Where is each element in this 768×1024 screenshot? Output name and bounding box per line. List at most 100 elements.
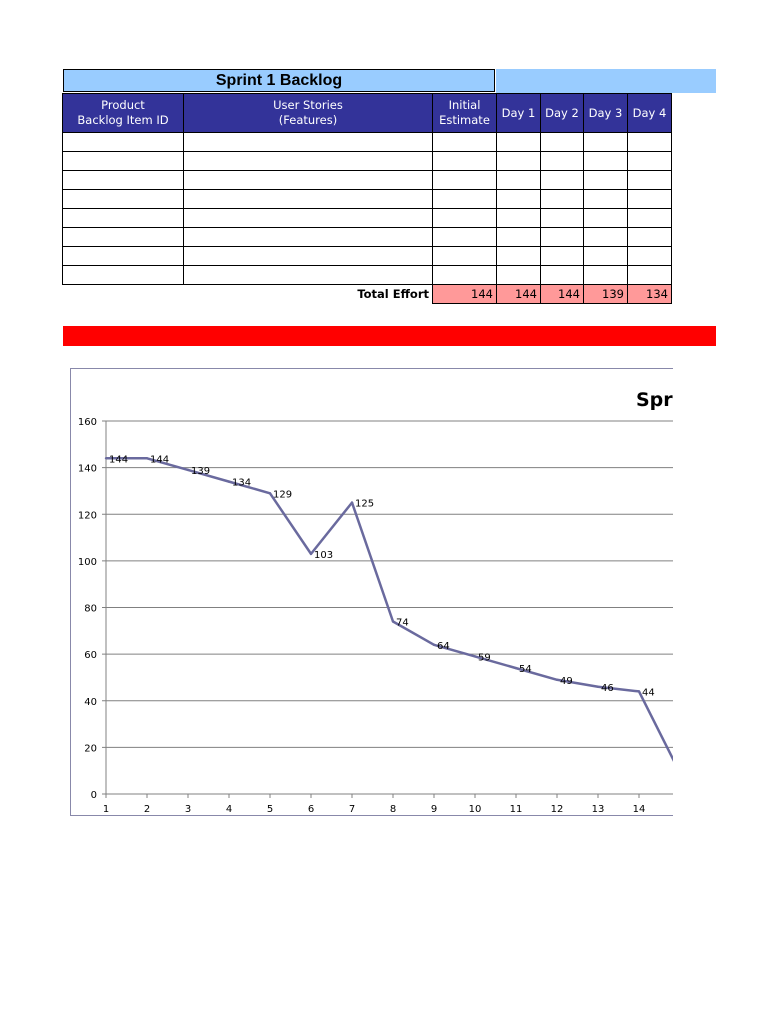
data-point [268,492,272,495]
backlog-cell[interactable] [496,132,541,152]
burndown-chart-svg: Spri 02040608010012014016012345678910111… [78,389,673,815]
data-label: 144 [109,454,128,465]
sprint-backlog-title: Sprint 1 Backlog [63,69,495,92]
backlog-cell[interactable] [540,246,584,266]
backlog-cell[interactable] [627,227,672,247]
backlog-cell[interactable] [583,189,628,209]
backlog-cell[interactable] [62,246,184,266]
backlog-cell[interactable] [583,227,628,247]
header-backlog-item-id[interactable]: Product Backlog Item ID [62,93,184,133]
backlog-cell[interactable] [540,170,584,190]
backlog-cell[interactable] [183,132,433,152]
backlog-cell[interactable] [62,151,184,171]
total-day-1[interactable]: 144 [496,284,541,304]
backlog-cell[interactable] [627,189,672,209]
backlog-cell[interactable] [627,151,672,171]
backlog-cell[interactable] [183,227,433,247]
x-tick-label: 9 [431,804,437,815]
header-row: Product Backlog Item ID User Stories (Fe… [62,93,672,133]
backlog-cell[interactable] [183,170,433,190]
backlog-cell[interactable] [432,227,497,247]
backlog-cell[interactable] [432,170,497,190]
backlog-cell[interactable] [432,208,497,228]
x-tick-label: 7 [349,804,355,815]
total-initial-estimate[interactable]: 144 [432,284,497,304]
backlog-cell[interactable] [62,170,184,190]
backlog-cell[interactable] [183,189,433,209]
backlog-cell[interactable] [496,189,541,209]
backlog-cell[interactable] [432,265,497,285]
data-point [432,643,436,646]
backlog-cell[interactable] [496,151,541,171]
backlog-row [62,132,672,152]
backlog-cell[interactable] [627,170,672,190]
backlog-cell[interactable] [432,246,497,266]
backlog-cell[interactable] [627,132,672,152]
backlog-cell[interactable] [432,132,497,152]
header-day-4[interactable]: Day 4 [627,93,672,133]
backlog-cell[interactable] [183,265,433,285]
backlog-cell[interactable] [496,170,541,190]
backlog-cell[interactable] [540,151,584,171]
total-day-3[interactable]: 139 [583,284,628,304]
backlog-cell[interactable] [496,227,541,247]
backlog-cell[interactable] [183,246,433,266]
backlog-cell[interactable] [183,208,433,228]
x-tick-label: 8 [390,804,396,815]
backlog-cell[interactable] [496,246,541,266]
header-day-2[interactable]: Day 2 [540,93,584,133]
header-initial-estimate[interactable]: Initial Estimate [432,93,497,133]
header-day-3[interactable]: Day 3 [583,93,628,133]
y-tick-label: 40 [84,697,97,708]
backlog-body [62,132,672,285]
backlog-cell[interactable] [583,170,628,190]
backlog-cell[interactable] [583,265,628,285]
backlog-cell[interactable] [183,151,433,171]
backlog-cell[interactable] [583,208,628,228]
backlog-row [62,151,672,171]
backlog-cell[interactable] [432,189,497,209]
x-tick-label: 5 [267,804,273,815]
backlog-cell[interactable] [583,132,628,152]
y-tick-label: 20 [84,743,97,754]
header-user-stories[interactable]: User Stories (Features) [183,93,433,133]
title-fill-extension [496,69,716,93]
data-label: 144 [150,454,169,465]
data-label: 134 [232,478,251,489]
backlog-cell[interactable] [432,151,497,171]
backlog-cell[interactable] [62,265,184,285]
data-point [555,678,559,681]
backlog-cell[interactable] [496,265,541,285]
data-label: 125 [355,499,374,510]
total-day-4[interactable]: 134 [627,284,672,304]
backlog-cell[interactable] [496,208,541,228]
backlog-cell[interactable] [540,189,584,209]
x-tick-label: 12 [551,804,564,815]
backlog-cell[interactable] [540,265,584,285]
backlog-row [62,246,672,266]
y-tick-label: 0 [91,790,97,801]
burndown-chart[interactable]: Spri 02040608010012014016012345678910111… [70,368,673,816]
data-label: 46 [601,683,614,694]
backlog-cell[interactable] [583,151,628,171]
backlog-cell[interactable] [540,132,584,152]
x-tick-label: 11 [510,804,523,815]
backlog-cell[interactable] [627,265,672,285]
backlog-cell[interactable] [627,208,672,228]
backlog-cell[interactable] [627,246,672,266]
total-day-2[interactable]: 144 [540,284,584,304]
backlog-cell[interactable] [540,208,584,228]
data-point [637,690,641,693]
backlog-cell[interactable] [62,208,184,228]
data-point [350,501,354,504]
backlog-cell[interactable] [62,132,184,152]
data-label: 103 [314,550,333,561]
backlog-cell[interactable] [540,227,584,247]
backlog-cell[interactable] [62,189,184,209]
backlog-cell[interactable] [583,246,628,266]
data-label: 139 [191,466,210,477]
backlog-row [62,208,672,228]
x-tick-label: 6 [308,804,314,815]
backlog-cell[interactable] [62,227,184,247]
header-day-1[interactable]: Day 1 [496,93,541,133]
